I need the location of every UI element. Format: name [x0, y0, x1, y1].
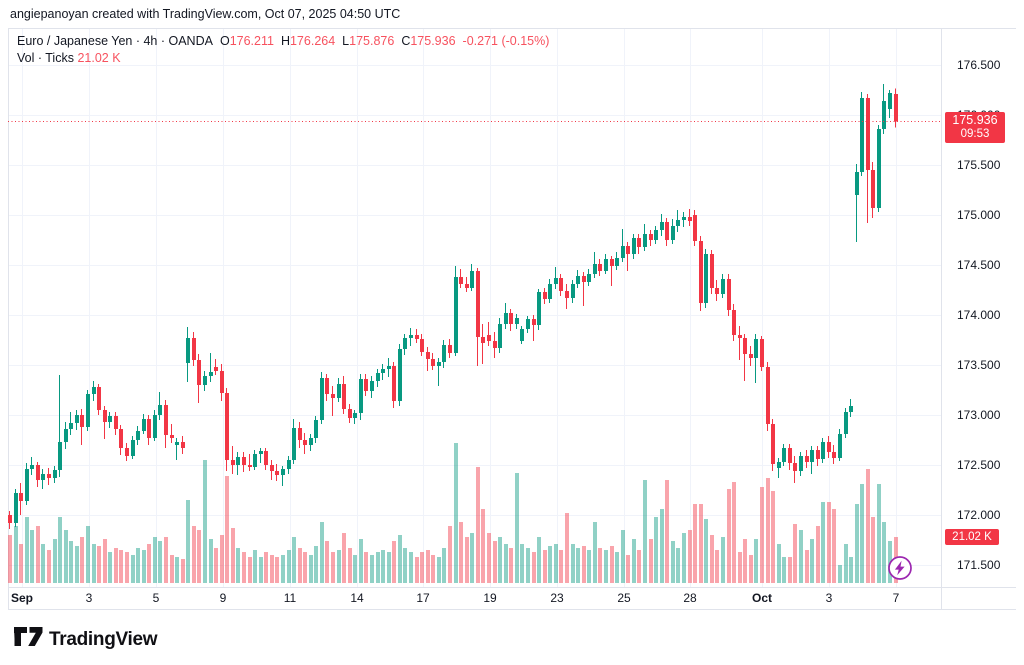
price-tick-label: 176.500: [957, 58, 1001, 72]
volume-title: Vol · Ticks: [17, 51, 74, 65]
attribution-text: angiepanoyan created with TradingView.co…: [10, 7, 401, 21]
tradingview-logo-mark: TradingView: [14, 627, 158, 650]
time-tick-label: 14: [350, 591, 364, 605]
bar-countdown: 09:53: [960, 128, 990, 140]
time-tick-label: 7: [892, 591, 900, 605]
candles: [8, 84, 898, 529]
time-tick-label: Oct: [751, 591, 772, 605]
time-tick-label: 25: [617, 591, 631, 605]
price-tick-label: 175.500: [957, 158, 1001, 172]
time-tick-label: 17: [416, 591, 430, 605]
time-tick-label: 23: [550, 591, 564, 605]
current-price-value: 175.936: [952, 113, 998, 127]
price-tick-label: 174.500: [957, 258, 1001, 272]
change-value: -0.271 (-0.15%): [462, 34, 550, 48]
price-tick-label: 172.000: [957, 508, 1001, 522]
price-tick-label: 174.000: [957, 308, 1001, 322]
legend-symbol-row: Euro / Japanese Yen · 4h · OANDA O176.211…: [17, 33, 549, 50]
chart-legend[interactable]: Euro / Japanese Yen · 4h · OANDA O176.211…: [17, 33, 549, 67]
tradingview-logo-text: TradingView: [49, 629, 158, 650]
close-label: C: [401, 34, 411, 48]
lightning-bolt-icon: [888, 556, 912, 580]
current-price-badge: 175.936 09:53: [945, 112, 1005, 143]
open-label: O: [219, 34, 230, 48]
price-tick-label: 171.500: [957, 558, 1001, 572]
legend-volume-row: Vol · Ticks 21.02 K: [17, 50, 549, 67]
high-value: 176.264: [289, 34, 336, 48]
high-label: H: [280, 34, 290, 48]
close-value: 175.936: [410, 34, 456, 48]
tradingview-logo[interactable]: TradingView: [10, 620, 220, 654]
time-tick-label: 28: [683, 591, 697, 605]
time-tick-label: 3: [825, 591, 833, 605]
low-label: L: [342, 34, 350, 48]
price-tick-label: 172.500: [957, 458, 1001, 472]
price-tick-label: 173.000: [957, 408, 1001, 422]
symbol-title: Euro / Japanese Yen · 4h · OANDA: [17, 34, 213, 48]
time-tick-label: 19: [483, 591, 497, 605]
time-tick-label: 9: [219, 591, 227, 605]
time-tick-label: Sep: [10, 591, 33, 605]
time-tick-label: 11: [283, 591, 297, 605]
time-tick-label: 5: [152, 591, 160, 605]
price-tick-label: 175.000: [957, 208, 1001, 222]
volume-value: 21.02 K: [77, 51, 121, 65]
open-value: 176.211: [229, 34, 274, 48]
current-volume-badge: 21.02 K: [945, 529, 999, 545]
price-tick-label: 173.500: [957, 358, 1001, 372]
chart-frame: [8, 28, 1016, 610]
gridlines: [8, 28, 941, 587]
time-tick-label: 3: [85, 591, 93, 605]
boost-button[interactable]: [886, 554, 914, 582]
low-value: 175.876: [349, 34, 395, 48]
volume-bars: [8, 443, 898, 583]
